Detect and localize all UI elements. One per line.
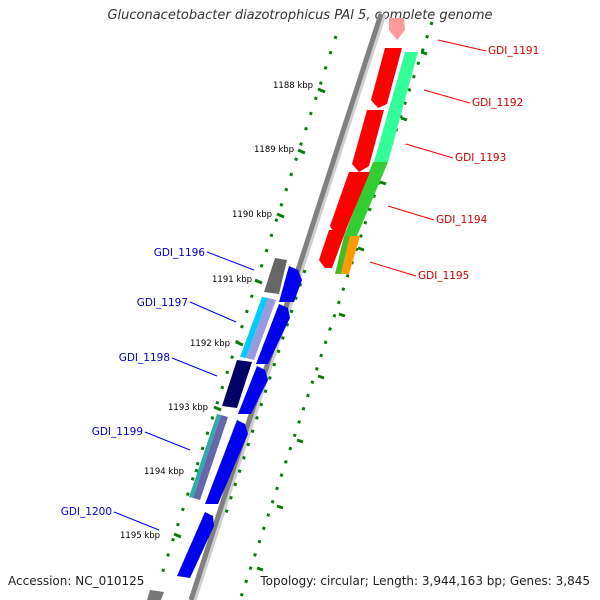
leader-gdi-1197 xyxy=(189,301,237,323)
outer-tick xyxy=(317,374,325,380)
outer-tick xyxy=(276,504,284,510)
scale-tick xyxy=(317,87,326,94)
accession-label: Accession: NC_010125 xyxy=(8,574,145,588)
feature-cyan-bar xyxy=(374,52,418,162)
leader-gdi-1192 xyxy=(423,89,471,104)
gene-gdi-1191-arrow[interactable] xyxy=(389,18,405,40)
feature-teal-stripe xyxy=(189,414,221,498)
leader-gdi-1193 xyxy=(405,143,454,159)
feature-gray-bottom xyxy=(147,590,164,600)
gene-label-gdi-1195[interactable]: GDI_1195 xyxy=(418,270,469,282)
gene-label-gdi-1192[interactable]: GDI_1192 xyxy=(472,97,523,109)
inner-dotted-track xyxy=(224,269,307,514)
scale-tick xyxy=(254,278,263,285)
genome-backbone xyxy=(188,13,384,600)
leader-gdi-1199 xyxy=(144,431,191,451)
gene-label-gdi-1193[interactable]: GDI_1193 xyxy=(455,152,506,164)
gene-gdi-1197-arrow[interactable] xyxy=(256,304,290,364)
scale-label: 1192 kbp xyxy=(190,339,230,349)
gene-gdi-1192-arrow[interactable] xyxy=(371,48,402,108)
outer-track-ticks xyxy=(256,50,428,572)
scale-tick xyxy=(173,532,182,539)
gene-gdi-1193-arrow[interactable] xyxy=(352,110,384,172)
scale-tick xyxy=(276,212,285,219)
scale-label: 1190 kbp xyxy=(232,210,272,220)
gene-gdi-1195-arrow[interactable] xyxy=(319,230,346,268)
gene-gdi-1198-arrow[interactable] xyxy=(238,366,268,414)
left-leader-lines xyxy=(113,251,255,531)
scale-label: 1191 kbp xyxy=(212,275,252,285)
gene-gdi-1200-arrow[interactable] xyxy=(177,512,214,578)
feature-green-bar-2 xyxy=(335,236,350,274)
outer-tick xyxy=(379,180,387,186)
scale-label: 1194 kbp xyxy=(144,467,184,477)
scale-tick xyxy=(235,340,244,347)
scale-label: 1193 kbp xyxy=(168,403,208,413)
feature-cyan-stripe xyxy=(240,297,268,358)
gene-gdi-1199-arrow[interactable] xyxy=(205,420,248,504)
right-leader-lines xyxy=(369,39,487,277)
leader-gdi-1196 xyxy=(206,251,255,271)
scale-label: 1189 kbp xyxy=(254,145,294,155)
feature-green-bar xyxy=(344,162,388,236)
outer-tick xyxy=(357,246,365,252)
genome-summary: Topology: circular; Length: 3,944,163 bp… xyxy=(260,574,590,588)
leader-gdi-1198 xyxy=(171,357,218,377)
gene-label-gdi-1196[interactable]: GDI_1196 xyxy=(154,247,206,259)
leader-gdi-1191 xyxy=(437,39,487,52)
outer-tick xyxy=(338,312,346,318)
leader-gdi-1200 xyxy=(113,511,160,531)
scale-labels: 1188 kbp 1189 kbp 1190 kbp 1191 kbp 1192… xyxy=(120,81,313,541)
scale-ticks xyxy=(173,87,326,539)
leader-gdi-1195 xyxy=(369,261,417,277)
right-gene-labels: GDI_1191 GDI_1192 GDI_1193 GDI_1194 GDI_… xyxy=(418,45,539,282)
leader-gdi-1194 xyxy=(387,205,435,221)
scale-tick xyxy=(297,148,306,155)
outer-tick xyxy=(296,438,304,444)
feature-orange-bar xyxy=(341,236,360,274)
gene-label-gdi-1197[interactable]: GDI_1197 xyxy=(137,297,188,309)
scale-label: 1195 kbp xyxy=(120,531,160,541)
gene-label-gdi-1191[interactable]: GDI_1191 xyxy=(488,45,539,57)
gene-gdi-1196-arrow[interactable] xyxy=(279,266,302,302)
gene-label-gdi-1194[interactable]: GDI_1194 xyxy=(436,214,488,226)
outer-tick xyxy=(256,566,264,572)
gene-label-gdi-1199[interactable]: GDI_1199 xyxy=(92,426,143,438)
outer-tick xyxy=(420,50,428,56)
feature-lavender-stripe xyxy=(246,298,276,360)
scale-tick xyxy=(213,405,222,412)
left-gene-labels: GDI_1196 GDI_1197 GDI_1198 GDI_1199 GDI_… xyxy=(61,247,206,518)
outer-tick xyxy=(400,116,408,122)
gene-label-gdi-1200[interactable]: GDI_1200 xyxy=(61,506,112,518)
feature-slate-stripe xyxy=(193,415,228,500)
scale-label: 1188 kbp xyxy=(273,81,313,91)
gene-label-gdi-1198[interactable]: GDI_1198 xyxy=(119,352,170,364)
gene-gdi-1194-arrow[interactable] xyxy=(330,172,370,236)
feature-navy-block xyxy=(222,360,252,408)
feature-gray-block xyxy=(264,258,287,294)
